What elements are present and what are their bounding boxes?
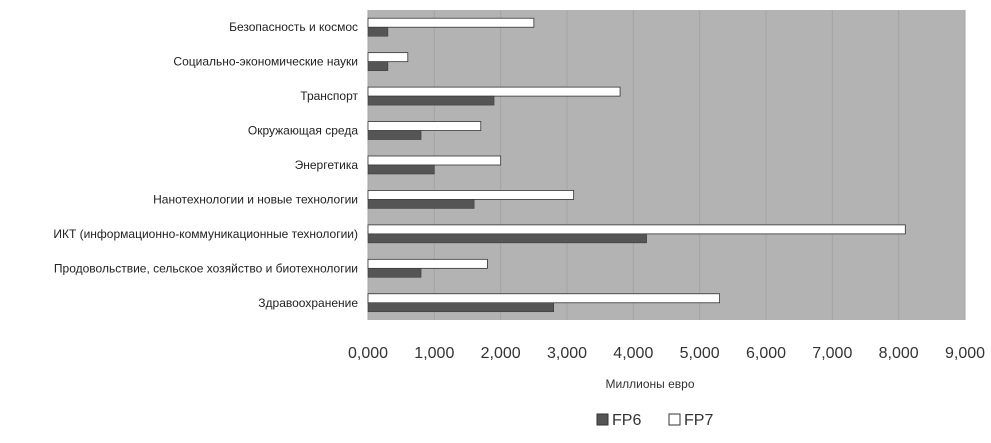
bar-fp7: [367, 155, 502, 166]
bar-fp6: [367, 26, 389, 37]
category-label: ИКТ (информационно-коммуникационные техн…: [53, 227, 358, 241]
x-tick-label: 4,000: [613, 345, 653, 362]
x-axis-title: Миллионы евро: [605, 377, 694, 391]
category-label: Нанотехнологии и новые технологии: [153, 192, 358, 206]
bar-fp6: [367, 61, 389, 71]
x-tick-label: 7,000: [812, 345, 852, 362]
bar-fp6: [367, 130, 422, 140]
x-tick-label: 0,000: [348, 345, 388, 362]
bar-fp6: [367, 95, 495, 106]
x-tick-label: 2,000: [481, 345, 521, 362]
x-tick-label: 8,000: [879, 345, 919, 362]
bar-fp7: [367, 86, 621, 97]
category-label: Здравоохранение: [258, 296, 358, 310]
x-tick-label: 1,000: [414, 345, 454, 362]
legend-swatch: [668, 413, 681, 426]
category-label: Транспорт: [300, 89, 358, 103]
x-tick-labels: 0,000 1,000 2,000 3,000 4,000 5,000 6,000 7,000…: [348, 345, 985, 362]
bar-fp7: [367, 17, 535, 28]
legend-swatch: [596, 413, 609, 426]
bar-fp6: [367, 199, 475, 209]
bar-fp7: [367, 224, 906, 235]
bar-fp7: [367, 52, 409, 63]
bar-fp7: [367, 121, 482, 131]
bar-fp7: [367, 293, 720, 304]
x-tick-label: 3,000: [547, 345, 587, 362]
bar-fp6: [367, 164, 435, 175]
legend: FP6 FP7: [596, 412, 713, 429]
x-tick-label: 9,000: [945, 345, 985, 362]
category-label: Безопасность и космос: [229, 20, 358, 34]
category-label: Окружающая среда: [248, 124, 358, 138]
category-label: Энергетика: [295, 158, 359, 172]
bars: [367, 17, 906, 313]
category-labels: Безопасность и космос Социально-экономиче…: [53, 20, 358, 310]
bar-fp7: [367, 258, 488, 269]
category-label: Социально-экономические науки: [173, 55, 358, 69]
category-label: Продовольствие, сельское хозяйство и био…: [54, 261, 358, 275]
legend-label: FP7: [684, 412, 713, 429]
bar-fp6: [367, 233, 647, 244]
bar-fp6: [367, 302, 554, 313]
x-tick-label: 5,000: [680, 345, 720, 362]
bar-fp6: [367, 268, 422, 278]
x-tick-label: 6,000: [746, 345, 786, 362]
bar-fp7: [367, 190, 575, 200]
legend-label: FP6: [612, 412, 641, 429]
